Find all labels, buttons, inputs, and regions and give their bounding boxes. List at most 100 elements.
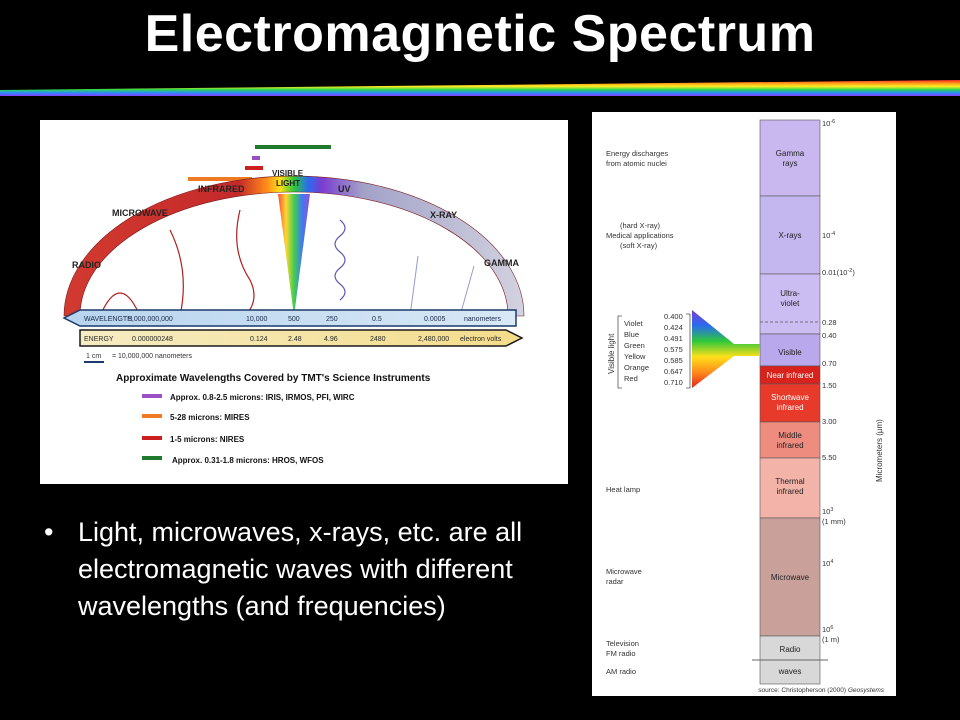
label-light: LIGHT [276, 179, 300, 188]
source-label: AM radio [606, 667, 636, 676]
microwave-wave [169, 229, 184, 317]
wavelength-tick: 250 [326, 316, 338, 323]
tmt-purple-bar [252, 156, 260, 160]
visible-color: Violet [624, 319, 644, 328]
tmt-red-bar [245, 166, 263, 170]
band-shortwave-ir [759, 383, 821, 423]
band-label: Near infrared [767, 371, 814, 380]
legend-swatch-purple [142, 394, 162, 398]
band-label: infrared [776, 487, 803, 496]
band-label: Gamma [776, 149, 805, 158]
bullet-dot: • [44, 517, 54, 547]
band-label: Shortwave [771, 393, 809, 402]
band-visible [759, 333, 821, 367]
band-label: rays [782, 159, 797, 168]
rainbow-divider [0, 80, 960, 96]
band-thermal-ir [759, 457, 821, 519]
band-label: infrared [776, 441, 803, 450]
band-microwave [759, 517, 821, 637]
scale-note-value: = 10,000,000 nanometers [112, 353, 192, 360]
scale-label: 0.70 [822, 359, 837, 368]
scale-label: (1 mm) [822, 517, 846, 526]
scale-label: 3.00 [822, 417, 837, 426]
scale-label: 0.28 [822, 318, 837, 327]
energy-tick: 2480 [370, 336, 386, 343]
band-label: Radio [780, 645, 801, 654]
visible-value: 0.575 [664, 345, 683, 354]
visible-bracket [617, 315, 622, 389]
wavelength-arrow [62, 309, 517, 327]
bullet-text: Light, microwaves, x-rays, etc. are all … [78, 517, 523, 621]
band-label: Ultra- [780, 289, 800, 298]
band-label: violet [781, 299, 800, 308]
wavelength-tick: 10,000 [246, 316, 268, 323]
instruments-title: Approximate Wavelengths Covered by TMT's… [116, 373, 431, 384]
band-middle-ir [759, 421, 821, 459]
band-uv [759, 273, 821, 335]
scale-label: 0.01(10-2) [822, 268, 855, 277]
legend-swatch-orange [142, 414, 162, 418]
scale-label: 10-4 [822, 231, 835, 240]
visible-color: Red [624, 374, 638, 383]
energy-tick: 0.124 [250, 336, 268, 343]
radio-wave [99, 292, 141, 317]
uv-wave [334, 219, 346, 301]
wavelength-tick: 500 [288, 316, 300, 323]
energy-tick: 4.96 [324, 336, 338, 343]
source-label: Heat lamp [606, 485, 640, 494]
visible-value: 0.491 [664, 334, 683, 343]
page-title: Electromagnetic Spectrum [144, 5, 816, 63]
scale-label: 103 [822, 507, 833, 516]
band-label: Microwave [771, 573, 810, 582]
legend-swatch-green [142, 456, 162, 460]
label-microwave: MICROWAVE [112, 208, 168, 218]
source-label: Energy discharges [606, 149, 668, 158]
infrared-wave [236, 209, 255, 317]
scale-label: 5.50 [822, 453, 837, 462]
source-credit: source: Christopherson (2000) Geosystems [758, 687, 884, 694]
source-label: Medical applications [606, 231, 674, 240]
label-xray: X-RAY [430, 210, 457, 220]
label-radio: RADIO [72, 260, 101, 270]
band-label: X-rays [778, 231, 801, 240]
source-label: Television [606, 639, 639, 648]
wavelength-tick: 0.0005 [424, 316, 446, 323]
spectrum-arc [63, 175, 525, 317]
visible-color: Green [624, 341, 645, 350]
band-label: waves [778, 667, 802, 676]
energy-tick: 2.48 [288, 336, 302, 343]
tmt-orange-bar [188, 177, 252, 181]
source-label: Microwave [606, 567, 642, 576]
band-gamma [759, 119, 821, 197]
visible-prism-fan [692, 310, 760, 388]
gamma-wave [459, 265, 475, 317]
visible-color: Blue [624, 330, 639, 339]
source-label: radar [606, 577, 624, 586]
scale-label: 0.40 [822, 331, 837, 340]
values-bracket [686, 313, 691, 389]
spectrum-arc-diagram: RADIO MICROWAVE INFRARED VISIBLE LIGHT U… [40, 120, 568, 484]
legend-item: Approx. 0.8-2.5 microns: IRIS, IRMOS, PF… [170, 393, 355, 402]
visible-value: 0.400 [664, 312, 683, 321]
source-label: FM radio [606, 649, 636, 658]
energy-tick: 2,480,000 [418, 336, 449, 343]
label-infrared: INFRARED [198, 184, 245, 194]
wavelength-tick: 5,000,000,000 [128, 316, 173, 323]
scale-label: 106 [822, 625, 833, 634]
visible-value: 0.424 [664, 323, 683, 332]
energy-tick: 0.000000248 [132, 336, 173, 343]
tmt-green-bar [255, 145, 331, 149]
scale-label: 1.50 [822, 381, 837, 390]
band-label: Thermal [775, 477, 805, 486]
legend-item: 1-5 microns: NIRES [170, 435, 245, 444]
visible-value: 0.585 [664, 356, 683, 365]
visible-value: 0.647 [664, 367, 683, 376]
band-label: Middle [778, 431, 802, 440]
source-label: (hard X-ray) [620, 221, 661, 230]
band-label: infrared [776, 403, 803, 412]
wavelength-label: WAVELENGTH [84, 316, 132, 323]
legend-item: 5-28 microns: MIRES [170, 413, 250, 422]
label-gamma: GAMMA [484, 258, 519, 268]
label-uv: UV [338, 184, 351, 194]
scale-note: 1 cm [86, 353, 101, 360]
